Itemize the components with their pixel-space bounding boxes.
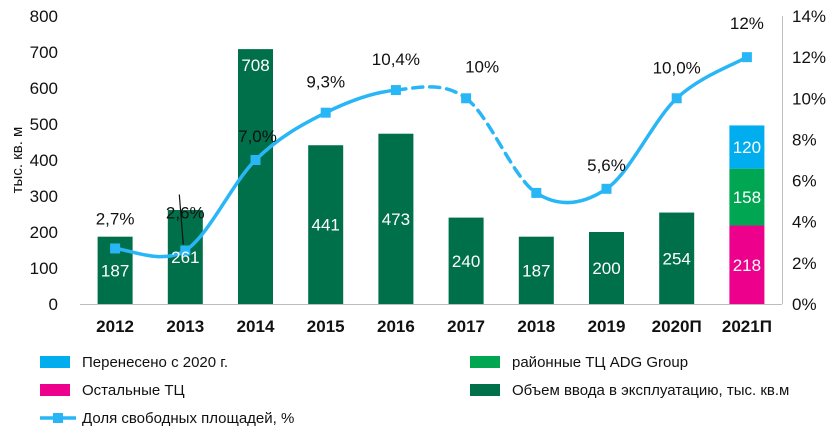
bar <box>378 133 414 304</box>
x-tick-label: 2012 <box>96 317 134 336</box>
vacancy-line-segment <box>323 88 398 115</box>
x-tick-label: 2019 <box>588 317 626 336</box>
bar-value-label: 240 <box>452 252 480 271</box>
vacancy-value-label: 10,0% <box>653 58 701 77</box>
y-tick-label: 800 <box>30 7 58 26</box>
y-tick-label: 300 <box>30 187 58 206</box>
x-tick-label: 2020П <box>652 317 702 336</box>
legend-swatch-adg <box>470 356 500 368</box>
legend-label-volume: Объем ввода в эксплуатацию, тыс. кв.м <box>512 382 789 399</box>
vacancy-line-layer <box>110 52 752 259</box>
vacancy-point <box>390 85 401 96</box>
y-tick-label: 500 <box>30 115 58 134</box>
vacancy-value-label: 2,6% <box>166 204 205 223</box>
vacancy-point <box>320 107 331 118</box>
vacancy-point <box>250 155 261 165</box>
bar-value-label: 187 <box>101 261 129 280</box>
y-tick-label: 700 <box>30 43 58 62</box>
vacancy-value-label: 9,3% <box>306 73 345 92</box>
vacancy-value-label: 10,4% <box>372 50 420 69</box>
bar-value-label: 708 <box>241 56 269 75</box>
vacancy-line-segment <box>534 187 609 205</box>
y-axis-label: тыс. кв. м <box>9 127 26 194</box>
vacancy-point <box>741 52 752 63</box>
label-leader-line <box>178 194 184 245</box>
x-tick-label: 2013 <box>166 317 204 336</box>
bar <box>729 168 765 226</box>
y2-tick-label: 12% <box>792 48 826 67</box>
vacancy-line-segment <box>464 96 539 195</box>
bar <box>448 217 484 304</box>
legend-label-adg: районные ТЦ ADG Group <box>512 354 688 371</box>
bar-value-label: 200 <box>592 259 620 278</box>
y2-tick-label: 10% <box>792 89 826 108</box>
vacancy-point <box>601 183 612 194</box>
y2-tick-label: 8% <box>792 130 817 149</box>
y-tick-label: 400 <box>30 151 58 170</box>
bar <box>589 232 624 304</box>
y2-tick-label: 4% <box>792 213 817 232</box>
y2-tick-label: 2% <box>792 254 817 273</box>
vacancy-line-segment <box>604 96 679 191</box>
vacancy-point <box>531 187 542 198</box>
vacancy-point <box>671 93 682 104</box>
y-tick-label: 600 <box>30 79 58 98</box>
x-tick-label: 2021П <box>722 317 772 336</box>
legend: Перенесено с 2020 г. районные ТЦ ADG Grou… <box>40 354 789 427</box>
vacancy-value-label: 7,0% <box>238 127 277 146</box>
vacancy-value-label: 12% <box>730 14 764 33</box>
vacancy-value-label: 2,7% <box>96 209 135 228</box>
legend-swatch-other <box>40 384 70 396</box>
y2-tick-label: 0% <box>792 295 817 314</box>
bar-value-label: 261 <box>171 248 199 267</box>
bar-value-label: 473 <box>382 210 410 229</box>
bar <box>518 236 554 304</box>
x-tick-label: 2016 <box>377 317 415 336</box>
vacancy-value-label: 5,6% <box>587 156 626 175</box>
vacancy-point <box>461 93 472 104</box>
legend-label-transferred: Перенесено с 2020 г. <box>82 354 228 371</box>
vacancy-line-segment <box>394 85 468 101</box>
legend-swatch-transferred <box>40 356 70 368</box>
bars-layer <box>97 49 765 305</box>
y-tick-label: 200 <box>30 223 58 242</box>
legend-marker-vacancy <box>53 413 63 423</box>
y2-tick-label: 14% <box>792 7 826 26</box>
axes-layer: 0 100 200 300 400 500 600 700 800 0% 2% 4% 6% 8% 10% 12… <box>9 7 826 336</box>
y2-tick-label: 6% <box>792 172 817 191</box>
legend-label-vacancy: Доля свободных площадей, % <box>82 410 294 427</box>
x-tick-label: 2017 <box>447 317 485 336</box>
vacancy-point <box>180 245 191 256</box>
x-tick-label: 2015 <box>307 317 345 336</box>
bar <box>729 225 765 304</box>
vacancy-value-label: 10% <box>465 57 499 76</box>
vacancy-line-segment <box>253 110 328 162</box>
legend-swatch-volume <box>470 384 500 396</box>
bar-value-label: 187 <box>522 261 550 280</box>
x-tick-label: 2014 <box>237 317 275 336</box>
bar-value-label: 218 <box>733 256 761 275</box>
legend-label-other: Остальные ТЦ <box>82 382 185 399</box>
x-tick-label: 2018 <box>517 317 555 336</box>
labels-layer: 187 261 708 441 473 240 187 200 254 218 158 120 2,7%… <box>96 14 764 280</box>
bar-value-label: 254 <box>663 249 691 268</box>
bar-value-label: 158 <box>733 188 761 207</box>
vacancy-point <box>110 243 121 254</box>
bar <box>659 212 695 304</box>
bar <box>729 125 765 169</box>
y-tick-label: 100 <box>30 259 58 278</box>
bar-value-label: 120 <box>733 138 761 157</box>
bar-value-label: 441 <box>312 216 340 235</box>
bar <box>308 145 344 304</box>
y-tick-label: 0 <box>49 295 58 314</box>
vacancy-line-segment <box>183 158 258 253</box>
